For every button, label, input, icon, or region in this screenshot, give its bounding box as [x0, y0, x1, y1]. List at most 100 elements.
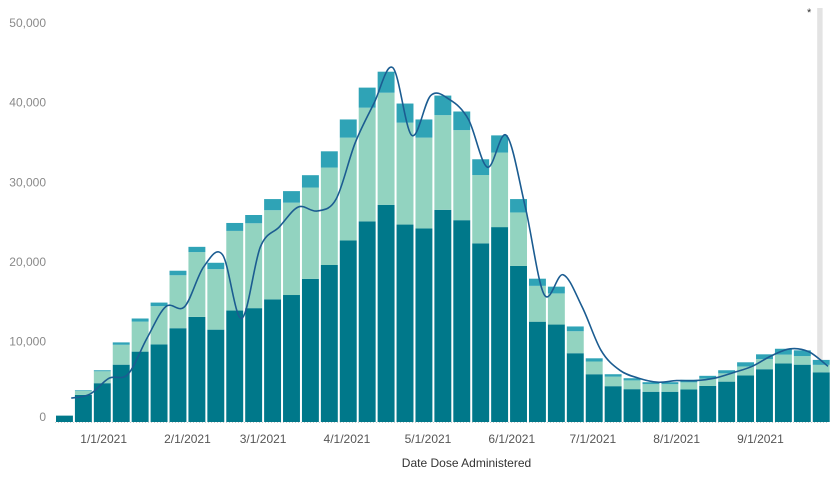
bar-second-dose: [472, 175, 490, 244]
bar-second-dose: [812, 364, 830, 373]
bar-first-dose: [396, 224, 414, 422]
bar-first-dose: [434, 209, 452, 422]
bar-second-dose: [718, 373, 736, 382]
bar-third-dose: [264, 199, 282, 211]
bar-first-dose: [150, 344, 168, 422]
bar-first-dose: [718, 381, 736, 422]
bar-second-dose: [415, 137, 433, 229]
bar-first-dose: [510, 265, 527, 422]
bar-third-dose: [377, 71, 395, 93]
bar-first-dose: [245, 308, 263, 422]
bar-second-dose: [150, 306, 168, 345]
bar-second-dose: [793, 356, 811, 365]
bar-third-dose: [169, 270, 187, 276]
x-tick-label: 9/1/2021: [737, 432, 784, 446]
bars-layer: [56, 71, 830, 422]
bar-second-dose: [320, 167, 338, 265]
bar-third-dose: [358, 87, 376, 108]
bar-second-dose: [434, 115, 452, 210]
bar-first-dose: [661, 391, 679, 422]
bar-second-dose: [680, 382, 698, 390]
bar-third-dose: [283, 191, 300, 203]
bar-third-dose: [131, 318, 149, 322]
bar-third-dose: [301, 175, 319, 188]
bar-second-dose: [491, 152, 509, 228]
bar-third-dose: [74, 390, 92, 391]
bar-third-dose: [339, 119, 357, 138]
x-tick-label: 8/1/2021: [653, 432, 700, 446]
bar-third-dose: [93, 370, 111, 372]
bar-first-dose: [131, 351, 149, 422]
bar-third-dose: [528, 278, 546, 286]
bar-third-dose: [774, 348, 792, 355]
x-tick-label: 6/1/2021: [488, 432, 535, 446]
bar-first-dose: [812, 372, 830, 422]
rolling-average-line: [71, 66, 829, 399]
bar-second-dose: [642, 384, 660, 392]
bar-second-dose: [566, 331, 584, 354]
bar-second-dose: [93, 371, 111, 384]
y-tick-label: 30,000: [9, 175, 46, 189]
x-axis-ticks: 1/1/2021 2/1/2021 3/1/2021 4/1/2021 5/1/2021…: [80, 432, 784, 446]
incomplete-data-asterisk: *: [807, 7, 812, 19]
bar-second-dose: [131, 321, 149, 352]
x-tick-label: 7/1/2021: [569, 432, 616, 446]
bar-second-dose: [188, 252, 206, 317]
bar-second-dose: [453, 130, 471, 221]
bar-first-dose: [491, 227, 509, 422]
bar-second-dose: [774, 354, 792, 364]
bar-first-dose: [528, 321, 546, 422]
bar-second-dose: [699, 378, 717, 386]
bar-first-dose: [642, 391, 660, 422]
bar-third-dose: [812, 359, 830, 365]
bar-first-dose: [415, 228, 433, 422]
bar-first-dose: [737, 375, 755, 422]
x-tick-label: 4/1/2021: [324, 432, 371, 446]
bar-first-dose: [453, 220, 471, 422]
bar-second-dose: [264, 210, 282, 300]
y-tick-label: 40,000: [9, 96, 46, 110]
y-tick-label: 10,000: [9, 335, 46, 349]
x-axis-label: Date Dose Administered: [402, 456, 531, 470]
bar-first-dose: [301, 278, 319, 422]
bar-second-dose: [226, 230, 244, 311]
bar-third-dose: [547, 286, 565, 294]
bar-first-dose: [283, 295, 300, 422]
bar-third-dose: [226, 222, 244, 231]
y-axis-ticks: 0 10,000 20,000 30,000 40,000 50,000: [9, 16, 46, 424]
incomplete-period-rect: [817, 8, 823, 422]
bar-third-dose: [320, 151, 338, 168]
bar-first-dose: [188, 316, 206, 422]
bar-third-dose: [150, 302, 168, 307]
bar-third-dose: [718, 370, 736, 374]
bar-second-dose: [661, 384, 679, 392]
bar-third-dose: [434, 95, 452, 116]
bar-second-dose: [623, 380, 641, 390]
bar-third-dose: [604, 374, 622, 377]
bar-first-dose: [169, 328, 187, 422]
bar-first-dose: [793, 364, 811, 422]
bar-third-dose: [737, 362, 755, 367]
bar-first-dose: [680, 389, 698, 422]
bar-first-dose: [566, 353, 584, 422]
incomplete-period-band: [817, 8, 823, 422]
bar-second-dose: [585, 361, 603, 375]
x-tick-label: 3/1/2021: [240, 432, 287, 446]
bar-second-dose: [737, 366, 755, 376]
x-tick-label: 1/1/2021: [80, 432, 127, 446]
bar-second-dose: [207, 269, 225, 330]
bar-third-dose: [453, 111, 471, 131]
bar-third-dose: [112, 342, 130, 345]
bar-third-dose: [245, 215, 263, 224]
bar-first-dose: [339, 240, 357, 422]
bar-second-dose: [339, 137, 357, 241]
bar-third-dose: [661, 382, 679, 385]
bar-first-dose: [226, 310, 244, 422]
bar-second-dose: [510, 212, 527, 266]
bar-second-dose: [604, 376, 622, 387]
bar-third-dose: [585, 358, 603, 362]
bar-second-dose: [358, 107, 376, 222]
bar-third-dose: [642, 382, 660, 385]
